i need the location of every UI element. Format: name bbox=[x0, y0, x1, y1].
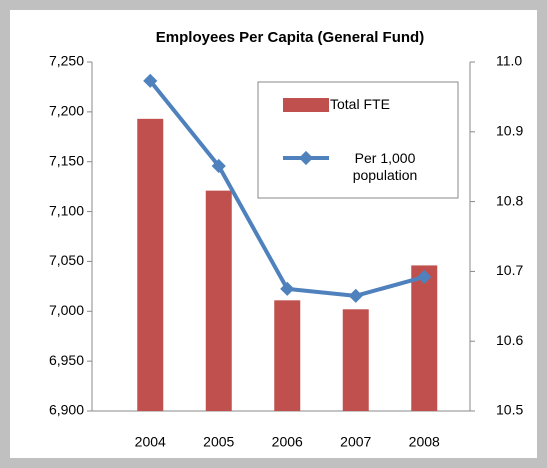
chart-area bbox=[10, 10, 537, 458]
y-tick-label: 7,000 bbox=[49, 302, 84, 318]
y-tick-label: 6,950 bbox=[49, 352, 84, 368]
marker bbox=[417, 269, 432, 285]
bar bbox=[137, 118, 164, 411]
marker bbox=[348, 288, 363, 303]
x-tick-label: 2004 bbox=[135, 434, 166, 450]
y2-tick-label: 10.6 bbox=[496, 332, 523, 348]
y2-tick-label: 10.5 bbox=[496, 402, 523, 418]
chart-title: Employees Per Capita (General Fund) bbox=[156, 29, 424, 46]
x-tick-label: 2007 bbox=[340, 434, 371, 450]
y2-tick-label: 10.7 bbox=[496, 262, 523, 278]
y-tick-label: 7,100 bbox=[49, 202, 84, 218]
x-tick-label: 2006 bbox=[272, 434, 303, 450]
y2-tick-label: 10.9 bbox=[496, 123, 523, 139]
y-tick-label: 7,050 bbox=[49, 252, 84, 268]
y-tick-label: 7,150 bbox=[49, 152, 84, 168]
legend-label: Total FTE bbox=[330, 96, 390, 112]
legend-marker bbox=[298, 150, 314, 166]
bar bbox=[411, 265, 438, 411]
bar bbox=[205, 190, 232, 411]
bar bbox=[274, 300, 301, 411]
y-tick-label: 7,250 bbox=[49, 53, 84, 69]
legend-label: Per 1,000 population bbox=[352, 150, 418, 183]
y-tick-label: 7,200 bbox=[49, 103, 84, 119]
marker bbox=[280, 281, 295, 296]
x-tick-label: 2005 bbox=[203, 434, 234, 450]
legend-swatch bbox=[283, 98, 329, 112]
bar bbox=[342, 309, 369, 411]
y-tick-label: 6,900 bbox=[49, 402, 84, 418]
y2-tick-label: 11.0 bbox=[496, 53, 522, 69]
marker bbox=[211, 158, 226, 174]
y2-tick-label: 10.8 bbox=[496, 192, 523, 208]
x-tick-label: 2008 bbox=[409, 434, 440, 450]
